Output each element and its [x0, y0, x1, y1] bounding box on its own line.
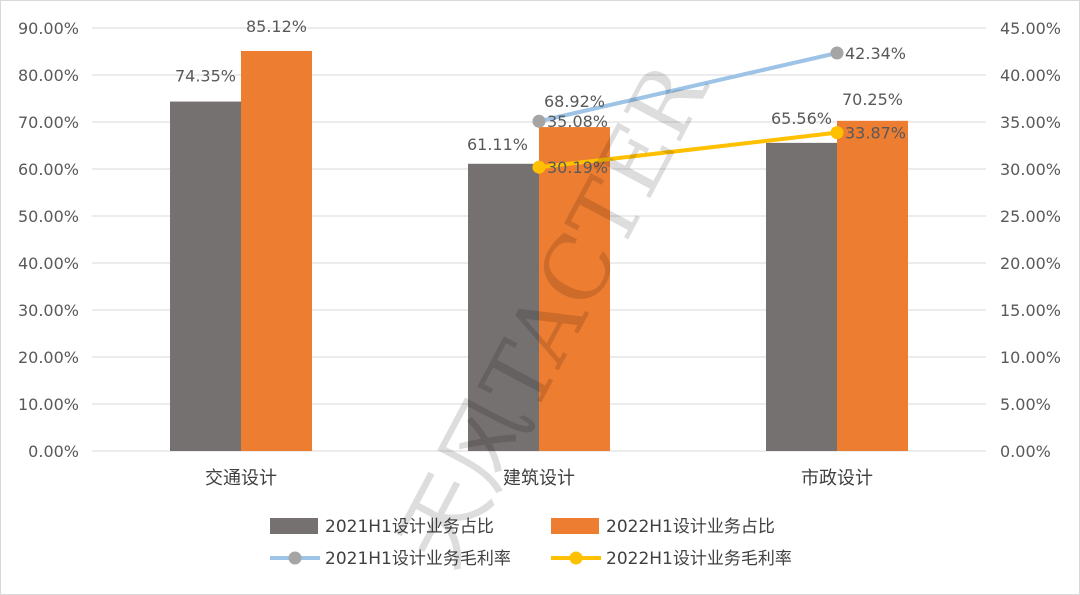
legend-swatch-marker: [288, 551, 302, 565]
right-axis-tick-label: 30.00%: [1000, 160, 1061, 179]
line-data-label: 42.34%: [845, 44, 906, 63]
right-axis-tick-label: 5.00%: [1000, 395, 1051, 414]
left-axis-tick-label: 10.00%: [18, 395, 79, 414]
line-series: [532, 46, 844, 174]
legend-label: 2022H1设计业务占比: [606, 517, 775, 537]
bar-data-label: 70.25%: [842, 90, 903, 109]
left-axis-tick-label: 50.00%: [18, 207, 79, 226]
bar-data-label: 61.11%: [467, 135, 528, 154]
line-data-label: 30.19%: [547, 158, 608, 177]
data-labels: 74.35% 61.11% 65.56% 85.12% 68.92% 70.25% 35.0…: [175, 17, 906, 177]
legend-swatch: [270, 518, 318, 534]
right-axis-tick-label: 45.00%: [1000, 19, 1061, 38]
category-label: 市政设计: [801, 468, 873, 489]
legend-label: 2022H1设计业务毛利率: [606, 549, 792, 569]
bar-data-label: 65.56%: [771, 109, 832, 128]
right-axis-tick-label: 25.00%: [1000, 207, 1061, 226]
left-axis-tick-label: 60.00%: [18, 160, 79, 179]
right-axis-tick-label: 35.00%: [1000, 113, 1061, 132]
left-axis-tick-label: 0.00%: [28, 442, 79, 461]
left-axis-tick-label: 20.00%: [18, 348, 79, 367]
right-axis-ticks: 0.00% 5.00% 10.00% 15.00% 20.00% 25.00% 30.00%…: [1000, 19, 1061, 461]
right-axis-tick-label: 15.00%: [1000, 301, 1061, 320]
series-line: [537, 51, 839, 124]
legend: 2021H1设计业务占比 2022H1设计业务占比 2021H1设计业务毛利率 202…: [270, 517, 792, 569]
right-axis-tick-label: 0.00%: [1000, 442, 1051, 461]
category-label: 建筑设计: [503, 468, 575, 489]
right-axis-tick-label: 20.00%: [1000, 254, 1061, 273]
bar-data-label: 68.92%: [544, 92, 605, 111]
right-axis-tick-label: 10.00%: [1000, 348, 1061, 367]
line-point: [830, 46, 844, 60]
left-axis-tick-label: 40.00%: [18, 254, 79, 273]
bar: [170, 101, 241, 452]
left-axis-tick-label: 30.00%: [18, 301, 79, 320]
legend-swatch-marker: [569, 551, 583, 565]
line-data-label: 35.08%: [547, 112, 608, 131]
bar: [837, 120, 908, 451]
left-axis-tick-label: 90.00%: [18, 19, 79, 38]
right-axis-tick-label: 40.00%: [1000, 66, 1061, 85]
bar: [241, 50, 312, 451]
left-axis-tick-label: 80.00%: [18, 66, 79, 85]
bar: [766, 142, 837, 452]
line-point: [830, 126, 844, 140]
left-axis-tick-label: 70.00%: [18, 113, 79, 132]
bar-data-label: 85.12%: [246, 17, 307, 36]
category-labels: 交通设计 建筑设计 市政设计: [205, 468, 873, 489]
bar-data-label: 74.35%: [175, 67, 236, 86]
line-point: [532, 114, 546, 128]
line-data-label: 33.87%: [845, 124, 906, 143]
legend-swatch: [551, 518, 599, 534]
category-label: 交通设计: [205, 468, 277, 489]
legend-label: 2021H1设计业务占比: [325, 517, 494, 537]
series-line: [537, 130, 839, 170]
left-axis-ticks: 0.00% 10.00% 20.00% 30.00% 40.00% 50.00% 60.00…: [18, 19, 79, 461]
bar-series: [170, 50, 908, 452]
bar: [468, 163, 539, 451]
legend-label: 2021H1设计业务毛利率: [325, 549, 511, 569]
bar: [539, 127, 610, 452]
line-point: [532, 160, 546, 174]
